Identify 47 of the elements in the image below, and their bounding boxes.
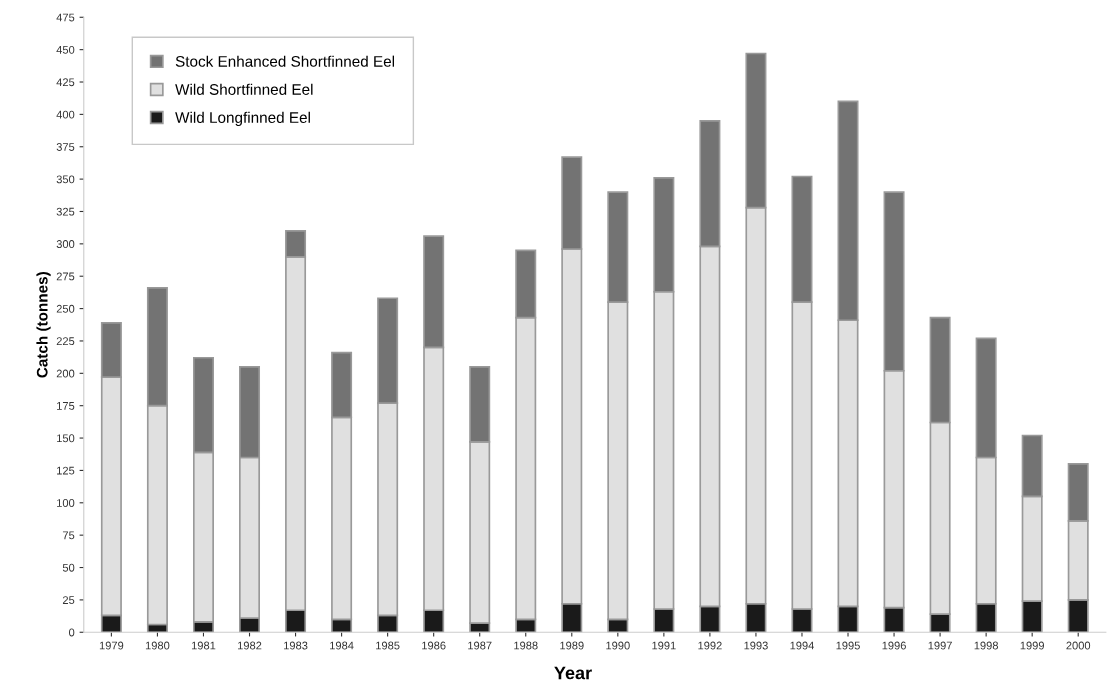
x-tick-label: 1988	[514, 641, 538, 650]
y-tick-label: 175	[57, 402, 75, 410]
x-tick-label: 1989	[560, 641, 584, 650]
x-tick-label: 1997	[928, 641, 952, 650]
x-tick-label: 1980	[145, 641, 170, 650]
y-tick-label: 125	[57, 466, 75, 475]
x-tick-label: 1987	[468, 641, 492, 650]
y-tick-label: 275	[56, 272, 75, 281]
x-tick-label: 1995	[836, 641, 860, 650]
x-tick-label: 1991	[652, 641, 676, 650]
y-tick-label: 150	[57, 434, 75, 443]
legend-label: Wild Shortfinned Eel	[175, 83, 313, 95]
x-tick-label: 1984	[330, 641, 354, 650]
x-tick-label: 1979	[99, 641, 124, 650]
legend-label: Wild Longfinned Eel	[175, 111, 310, 127]
y-tick-label: 0	[69, 628, 75, 637]
y-tick-label: 375	[56, 143, 75, 151]
x-tick-label: 2000	[1066, 641, 1091, 650]
x-tick-label: 1990	[606, 641, 630, 650]
x-axis-title: Year	[554, 666, 592, 680]
y-tick-label: 425	[56, 78, 75, 87]
y-tick-label: 225	[56, 337, 75, 346]
y-tick-label: 325	[56, 207, 75, 216]
x-tick-label: 1985	[376, 641, 400, 650]
y-tick-label: 25	[62, 596, 75, 605]
y-tick-label: 300	[56, 240, 75, 248]
x-tick-label: 1998	[974, 641, 999, 650]
legend-label: Stock Enhanced Shortfinned Eel	[175, 55, 395, 67]
x-tick-label: 1983	[284, 641, 308, 650]
y-tick-label: 50	[62, 563, 75, 572]
x-tick-label: 1981	[191, 641, 216, 650]
y-tick-label: 75	[62, 531, 75, 540]
x-tick-label: 1994	[790, 641, 815, 650]
y-axis-title: Catch (tonnes)	[36, 272, 51, 378]
y-tick-label: 450	[56, 45, 75, 54]
x-tick-label: 1993	[744, 641, 768, 650]
x-tick-label: 1982	[238, 641, 262, 650]
y-tick-label: 200	[56, 369, 75, 378]
y-tick-label: 400	[56, 110, 75, 119]
y-tick-label: 100	[57, 499, 75, 507]
x-tick-label: 1999	[1020, 641, 1044, 650]
x-tick-label: 1996	[882, 641, 906, 650]
y-tick-label: 250	[56, 304, 75, 313]
y-tick-label: 475	[56, 13, 75, 22]
y-tick-label: 350	[56, 175, 75, 184]
x-tick-label: 1992	[698, 641, 722, 650]
x-tick-label: 1986	[422, 641, 446, 650]
